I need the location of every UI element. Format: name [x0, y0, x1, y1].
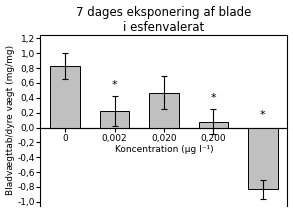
Bar — [149, 93, 179, 128]
Bar — [50, 66, 80, 128]
Text: *: * — [210, 93, 216, 103]
Text: *: * — [112, 81, 117, 90]
Title: 7 dages eksponering af blade
i esfenvalerat: 7 dages eksponering af blade i esfenvale… — [76, 6, 252, 34]
X-axis label: Koncentration (µg l⁻¹): Koncentration (µg l⁻¹) — [115, 145, 213, 154]
Text: *: * — [260, 110, 265, 120]
Bar — [198, 122, 228, 128]
Bar — [248, 128, 277, 189]
Y-axis label: Bladvægttab/dyre vægt (mg/mg): Bladvægttab/dyre vægt (mg/mg) — [6, 45, 15, 195]
Bar — [100, 111, 129, 128]
